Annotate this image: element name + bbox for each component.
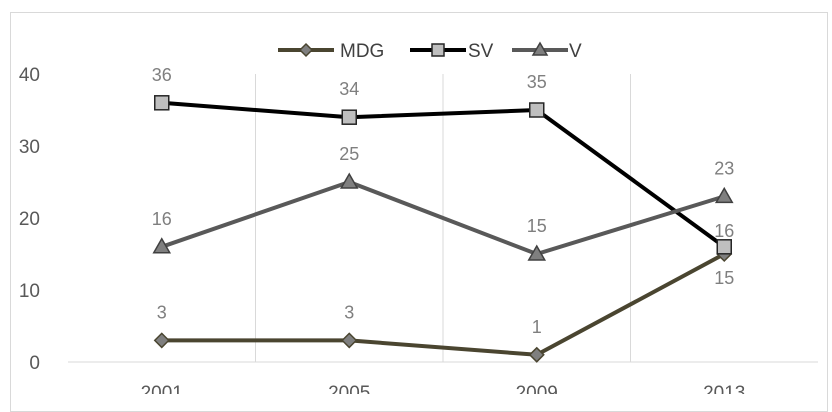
series-sv xyxy=(154,95,732,255)
diamond-marker xyxy=(153,332,170,349)
y-tick-label: 10 xyxy=(19,281,40,302)
square-marker xyxy=(529,102,545,118)
legend-item-v: V xyxy=(512,41,582,62)
series-line-mdg xyxy=(161,252,726,357)
data-label: 3 xyxy=(157,302,167,322)
legend-item-sv: SV xyxy=(410,41,494,62)
triangle-marker xyxy=(152,237,172,254)
square-marker xyxy=(341,109,357,125)
x-tick-label: 2013 xyxy=(703,383,745,394)
legend: MDG SV V xyxy=(278,41,582,62)
diamond-marker xyxy=(528,346,545,363)
series-line-sv xyxy=(161,100,726,249)
data-label: 15 xyxy=(714,268,734,288)
triangle-marker xyxy=(714,186,734,204)
triangle-marker xyxy=(339,172,359,189)
diamond-marker xyxy=(298,42,314,58)
triangle-marker xyxy=(531,41,549,56)
data-label: 34 xyxy=(339,79,359,99)
data-label: 1 xyxy=(532,317,542,337)
data-label: 35 xyxy=(527,72,547,92)
square-marker xyxy=(431,43,445,57)
line-chart: 0 10 20 30 40 2001 2005 2009 2013 3 3 1 15 36 34 35 16 1… xyxy=(19,41,818,394)
legend-label: MDG xyxy=(340,41,384,62)
x-tick-label: 2001 xyxy=(141,383,183,394)
series-line-v xyxy=(161,180,725,256)
legend-label: V xyxy=(569,41,582,62)
triangle-marker xyxy=(527,244,547,261)
axes: 0 10 20 30 40 2001 2005 2009 2013 xyxy=(19,65,818,394)
legend-item-mdg: MDG xyxy=(278,41,384,62)
diamond-marker xyxy=(341,332,358,349)
y-tick-label: 30 xyxy=(19,137,40,158)
data-labels: 3 3 1 15 36 34 35 16 16 25 15 23 xyxy=(152,65,735,337)
data-label: 16 xyxy=(152,209,172,229)
data-label: 36 xyxy=(152,65,172,85)
y-tick-label: 0 xyxy=(29,353,40,374)
data-label: 23 xyxy=(714,158,734,178)
x-tick-label: 2009 xyxy=(516,383,558,394)
square-marker xyxy=(154,95,170,111)
data-label: 16 xyxy=(714,221,734,241)
x-tick-label: 2005 xyxy=(328,383,370,394)
data-label: 3 xyxy=(344,302,354,322)
data-label: 15 xyxy=(527,216,547,236)
legend-label: SV xyxy=(468,41,494,62)
data-label: 25 xyxy=(339,144,359,164)
series-group xyxy=(152,95,734,363)
square-marker xyxy=(716,239,732,255)
y-tick-label: 40 xyxy=(19,65,40,86)
y-tick-label: 20 xyxy=(19,209,40,230)
series-v xyxy=(152,172,734,261)
